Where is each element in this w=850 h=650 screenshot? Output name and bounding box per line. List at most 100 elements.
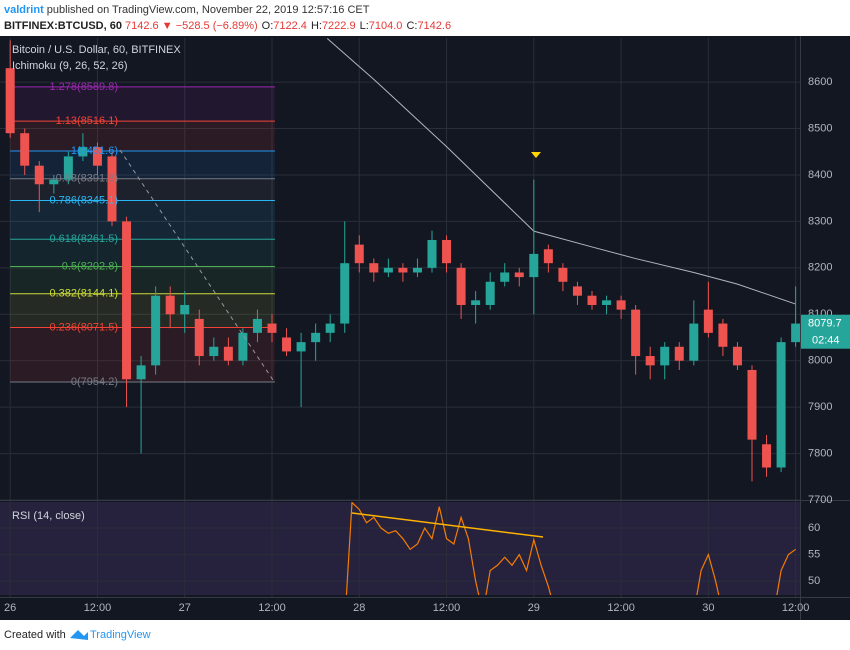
fib-label: 1.13(8516.1): [56, 115, 118, 127]
candle-body: [703, 309, 713, 333]
candle-body: [122, 221, 132, 380]
candle-body: [92, 147, 102, 166]
rsi-title: RSI (14, close): [12, 510, 85, 522]
candle-body: [238, 332, 248, 361]
candle-body: [369, 263, 379, 273]
candle-body: [267, 323, 277, 333]
candle-body: [296, 342, 306, 352]
y-tick-label: 8400: [808, 169, 832, 181]
candle-body: [223, 346, 233, 361]
y-tick-label: 60: [808, 522, 820, 534]
header-line: valdrint published on TradingView.com, N…: [4, 4, 370, 16]
candle-body: [194, 318, 204, 357]
candle-body: [689, 323, 699, 361]
candle-body: [471, 300, 481, 305]
x-tick-label: 12:00: [258, 602, 286, 614]
x-tick-label: 12:00: [607, 602, 635, 614]
main-title: Bitcoin / U.S. Dollar, 60, BITFINEX: [12, 44, 181, 56]
candle-body: [674, 346, 684, 361]
marker: [531, 152, 541, 158]
ohlc-value: 7104.0: [369, 20, 403, 32]
candle-body: [587, 295, 597, 305]
candle-body: [78, 147, 88, 157]
candle-body: [5, 68, 15, 134]
candle-body: [20, 133, 30, 166]
fib-label: 0.236(8071.5): [50, 321, 119, 333]
fib-label: 1.278(8589.8): [50, 81, 119, 93]
last-price-box: [801, 314, 850, 349]
ohlc-key: C:: [406, 20, 417, 32]
y-tick-label: 7900: [808, 401, 832, 413]
symbol: BITFINEX:BTCUSD, 60: [4, 20, 122, 32]
y-tick-label: 8600: [808, 76, 832, 88]
candle-body: [398, 267, 408, 273]
candle-body: [616, 300, 626, 310]
ohlc-key: O:: [262, 20, 274, 32]
y-tick-label: 55: [808, 549, 820, 561]
ohlc-value: 7122.4: [273, 20, 307, 32]
fib-band: [10, 266, 275, 294]
candle-body: [543, 249, 553, 264]
candle-body: [514, 272, 524, 278]
footer-prefix: Created with: [4, 629, 66, 641]
fib-band: [10, 86, 275, 122]
candle-body: [427, 239, 437, 268]
fib-label: 1(8451.6): [71, 145, 118, 157]
fib-band: [10, 293, 275, 328]
y-tick-label: 7700: [808, 494, 832, 506]
ohlc: O:7122.4 H:7222.9 L:7104.0 C:7142.6: [262, 20, 451, 32]
rsi-line: [345, 502, 796, 595]
fib-label: 0.5(8202.8): [62, 260, 118, 272]
fib-label: 0.382(8144.1): [50, 288, 119, 300]
footer[interactable]: Created with TradingView: [4, 629, 151, 641]
candle-body: [500, 272, 510, 282]
ohlc-key: H:: [311, 20, 322, 32]
indicator: Ichimoku (9, 26, 52, 26): [12, 60, 128, 72]
x-tick-label: 26: [4, 602, 16, 614]
candle-body: [718, 323, 728, 347]
candle-body: [354, 244, 364, 264]
y-tick-label: 8500: [808, 122, 832, 134]
fib-band: [10, 121, 275, 152]
ohlc-value: 7142.6: [417, 20, 451, 32]
candle-body: [529, 253, 539, 278]
candle-body: [776, 342, 786, 468]
candle-body: [572, 286, 582, 296]
candle-body: [107, 156, 117, 222]
rsi-trend-line: [351, 512, 544, 538]
grid: [0, 38, 800, 597]
candle-body: [791, 323, 800, 343]
candle-body: [136, 365, 146, 380]
footer-brand[interactable]: TradingView: [90, 629, 151, 641]
labels: 7700780079008000810082008300840085008600…: [4, 76, 850, 614]
x-tick-label: 12:00: [433, 602, 461, 614]
y-tick-label: 8300: [808, 215, 832, 227]
candle-body: [340, 263, 350, 324]
published: published on TradingView.com, November 2…: [47, 4, 370, 16]
x-tick-label: 30: [702, 602, 714, 614]
indicator-line: [326, 38, 796, 305]
fib-band: [10, 239, 275, 267]
candle-body: [34, 165, 44, 185]
fib-label: 0.786(8345.1): [50, 194, 119, 206]
logo: [70, 630, 88, 640]
trend-line: [119, 149, 276, 384]
fib-label: 0(7954.2): [71, 376, 118, 388]
candle-body: [151, 295, 161, 366]
author[interactable]: valdrint: [4, 4, 44, 16]
x-tick-label: 12:00: [84, 602, 112, 614]
candle-body: [209, 346, 219, 357]
candle-body: [558, 267, 568, 282]
candle-body: [63, 156, 73, 180]
candle-body: [325, 323, 335, 333]
fib-label: 0.618(8261.5): [50, 233, 119, 245]
x-tick-label: 12:00: [782, 602, 810, 614]
fib-band: [10, 178, 275, 201]
change: −528.5 (−6.89%): [176, 20, 258, 32]
fib-label: 0.88(8391.8): [56, 173, 118, 185]
x-tick-label: 28: [353, 602, 365, 614]
candle-body: [412, 267, 422, 273]
y-tick-label: 7800: [808, 447, 832, 459]
ohlc-key: L:: [360, 20, 369, 32]
